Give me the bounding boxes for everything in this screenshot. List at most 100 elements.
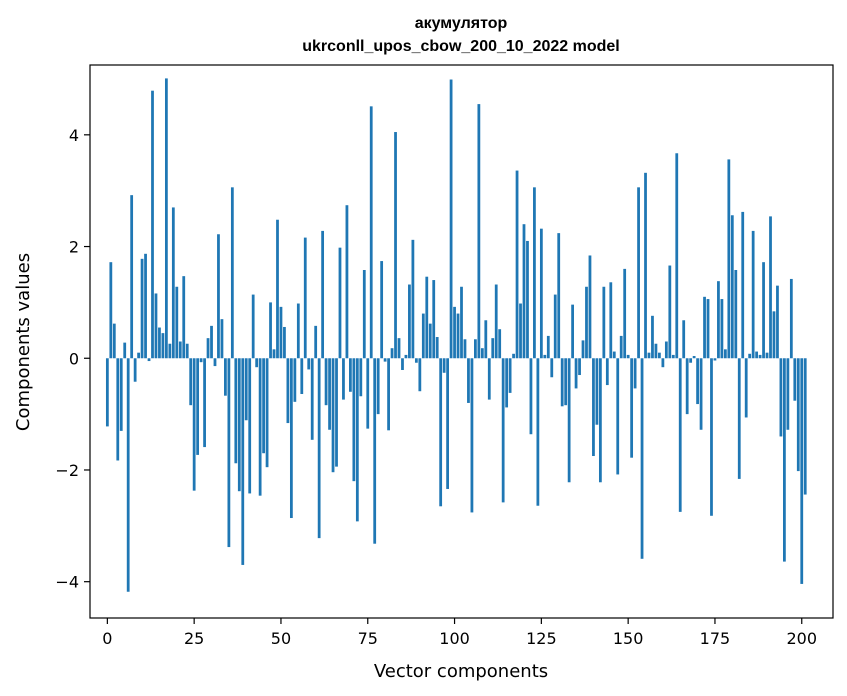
bar-142 [598,358,602,483]
bar-13 [151,90,154,359]
x-tick-label: 75 [358,629,378,648]
bar-186 [751,230,755,359]
bar-76 [369,106,373,359]
bar-151 [630,358,634,458]
bar-55 [296,303,300,359]
bar-34 [224,358,227,396]
bar-52 [286,358,290,424]
bar-160 [661,358,665,368]
bar-152 [633,358,637,389]
bar-33 [220,319,224,359]
bar-32 [217,234,220,359]
bar-168 [689,358,693,363]
bar-57 [303,237,307,359]
bar-182 [737,358,741,479]
bar-140 [592,358,595,457]
bar-6 [126,358,130,592]
bar-7 [130,195,134,359]
bar-77 [373,358,377,544]
bar-116 [508,358,512,393]
bar-161 [664,341,668,359]
bar-74 [362,270,366,359]
bar-42 [251,294,255,359]
bar-119 [519,303,522,359]
x-tick-label: 150 [613,629,644,648]
bar-100 [453,306,456,359]
bar-38 [237,358,241,492]
bar-105 [470,358,474,513]
x-tick-label: 200 [786,629,817,648]
bar-1 [109,262,113,359]
bar-46 [265,358,269,468]
bar-122 [529,358,533,435]
bar-138 [585,286,588,359]
x-tick-label: 175 [700,629,731,648]
bar-198 [793,358,797,401]
bar-5 [123,342,127,359]
bar-157 [651,315,654,359]
bar-30 [210,325,213,359]
bar-48 [272,349,276,359]
bar-37 [234,358,238,464]
bar-79 [380,261,384,359]
bar-117 [512,353,515,359]
bar-80 [383,358,387,362]
bar-29 [206,338,210,359]
bar-83 [394,132,397,359]
bar-141 [595,358,599,425]
y-axis-label: Components values [13,253,34,431]
bar-10 [140,258,144,359]
bar-145 [609,282,613,359]
bar-143 [602,286,606,359]
bar-176 [717,281,720,359]
bar-19 [171,207,175,359]
bar-102 [460,286,463,359]
bar-123 [533,187,536,359]
bar-27 [199,358,203,363]
bar-139 [588,255,592,359]
bar-15 [158,327,161,359]
bar-18 [168,343,172,359]
bar-84 [397,338,401,359]
bar-199 [796,358,800,472]
bar-135 [574,358,578,389]
bar-49 [276,219,279,359]
bar-60 [314,325,318,359]
bar-21 [178,341,182,359]
bar-40 [244,358,248,421]
bar-196 [786,358,790,430]
bar-197 [789,278,793,359]
bar-136 [578,358,581,376]
bar-159 [658,352,661,359]
bar-106 [474,339,477,359]
bar-126 [543,354,547,359]
bar-194 [779,358,783,437]
chart-title-line-1: акумулятор [415,15,508,32]
bar-98 [446,358,449,489]
bar-82 [390,348,394,359]
bar-95 [435,337,439,359]
x-tick-label: 0 [102,629,112,648]
bar-41 [248,358,252,494]
bar-12 [147,358,151,362]
bar-111 [491,338,495,359]
bar-164 [675,153,679,359]
bar-174 [710,358,713,516]
x-tick-label: 50 [271,629,291,648]
bar-72 [355,358,359,522]
bar-99 [449,79,453,359]
bar-113 [498,329,502,359]
y-tick-label: 4 [69,126,79,145]
bar-181 [734,270,738,359]
bar-73 [359,358,363,397]
bar-87 [408,284,411,359]
x-tick-label: 25 [184,629,204,648]
bar-51 [283,326,286,359]
bar-150 [626,354,630,359]
bar-31 [213,358,217,367]
bar-88 [411,239,415,359]
bar-171 [699,358,703,430]
bar-153 [637,187,640,359]
bar-78 [376,358,380,415]
bar-9 [137,352,140,359]
